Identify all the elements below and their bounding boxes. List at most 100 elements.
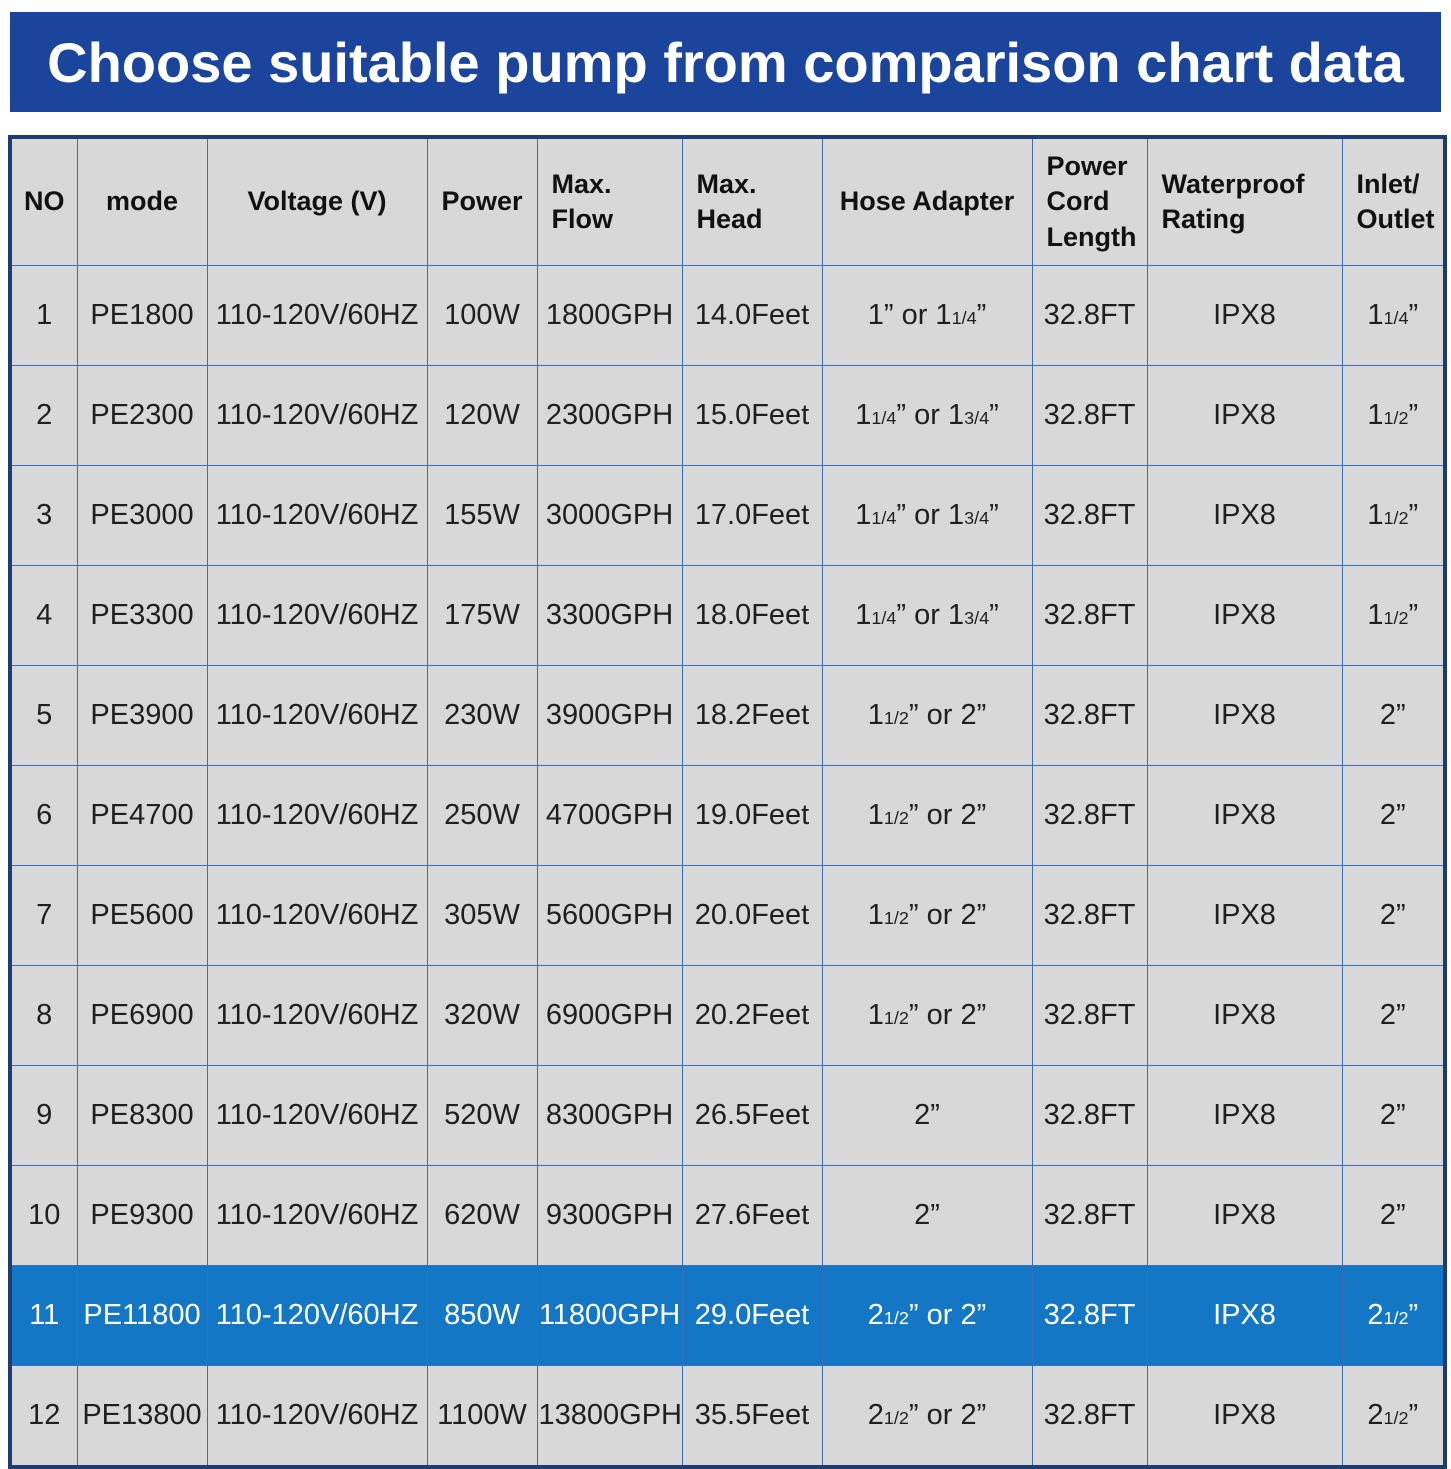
cell-hose_adapter: 2” (821, 1165, 1033, 1266)
cell-inlet_outlet: 11/2” (1341, 465, 1446, 566)
column-header-max_head: Max. Head (681, 136, 823, 266)
cell-power: 1100W (426, 1365, 538, 1468)
cell-no: 6 (9, 765, 78, 866)
inch-fraction: 1/2 (883, 708, 909, 728)
cell-max_head: 14.0Feet (681, 265, 823, 366)
table-row-3: 3 PE3000 110-120V/60HZ 155W 3000GPH 17.0Feet 1… (9, 465, 1446, 566)
cell-mode: PE1800 (76, 265, 208, 366)
cell-max_head: 29.0Feet (681, 1265, 823, 1366)
cell-max_head: 17.0Feet (681, 465, 823, 566)
cell-inlet_outlet: 2” (1341, 865, 1446, 966)
cell-waterproof: IPX8 (1146, 1165, 1343, 1266)
comparison-table-wrap: NO mode Voltage (V) Power Max. Flow Max. Head… (8, 135, 1447, 1469)
inch-fraction: 1/2 (883, 1308, 909, 1328)
cell-max_flow: 3900GPH (536, 665, 683, 766)
cell-no: 10 (9, 1165, 78, 1266)
banner: Choose suitable pump from comparison cha… (10, 12, 1441, 112)
cell-mode: PE13800 (76, 1365, 208, 1468)
cell-voltage: 110-120V/60HZ (206, 1365, 428, 1468)
cell-no: 1 (9, 265, 78, 366)
inch-fraction: 3/4 (964, 508, 990, 528)
inch-fraction: 1/2 (883, 808, 909, 828)
inch-fraction: 1/4 (871, 508, 897, 528)
column-header-voltage: Voltage (V) (206, 136, 428, 266)
column-header-no: NO (9, 136, 78, 266)
inch-fraction: 1/2 (883, 1408, 909, 1428)
cell-hose_adapter: 21/2” or 2” (821, 1365, 1033, 1468)
cell-no: 12 (9, 1365, 78, 1468)
cell-mode: PE4700 (76, 765, 208, 866)
cell-mode: PE9300 (76, 1165, 208, 1266)
cell-power: 305W (426, 865, 538, 966)
cell-max_head: 19.0Feet (681, 765, 823, 866)
cell-max_flow: 4700GPH (536, 765, 683, 866)
cell-power: 230W (426, 665, 538, 766)
cell-max_head: 20.0Feet (681, 865, 823, 966)
column-header-mode: mode (76, 136, 208, 266)
cell-cord_length: 32.8FT (1031, 1265, 1148, 1366)
cell-no: 8 (9, 965, 78, 1066)
table-row-12: 12 PE13800 110-120V/60HZ 1100W 13800GPH 35.5F… (9, 1365, 1446, 1468)
table-row-10: 10 PE9300 110-120V/60HZ 620W 9300GPH 27.6Feet… (9, 1165, 1446, 1266)
page-title: Choose suitable pump from comparison cha… (47, 30, 1404, 94)
cell-max_head: 18.0Feet (681, 565, 823, 666)
cell-inlet_outlet: 21/2” (1341, 1265, 1446, 1366)
cell-waterproof: IPX8 (1146, 265, 1343, 366)
column-header-inlet_outlet: Inlet/ Outlet (1341, 136, 1446, 266)
cell-max_flow: 5600GPH (536, 865, 683, 966)
cell-hose_adapter: 11/4” or 13/4” (821, 365, 1033, 466)
cell-cord_length: 32.8FT (1031, 565, 1148, 666)
table-row-11: 11 PE11800 110-120V/60HZ 850W 11800GPH 29.0Fe… (9, 1265, 1446, 1366)
cell-waterproof: IPX8 (1146, 365, 1343, 466)
inch-fraction: 1/4 (1383, 308, 1409, 328)
cell-no: 4 (9, 565, 78, 666)
inch-fraction: 1/2 (1383, 1308, 1409, 1328)
cell-voltage: 110-120V/60HZ (206, 265, 428, 366)
cell-max_flow: 13800GPH (536, 1365, 683, 1468)
cell-max_flow: 9300GPH (536, 1165, 683, 1266)
cell-mode: PE3900 (76, 665, 208, 766)
inch-fraction: 1/2 (883, 1008, 909, 1028)
cell-inlet_outlet: 2” (1341, 765, 1446, 866)
inch-fraction: 1/2 (883, 908, 909, 928)
table-row-2: 2 PE2300 110-120V/60HZ 120W 2300GPH 15.0Feet 1… (9, 365, 1446, 466)
cell-mode: PE11800 (76, 1265, 208, 1366)
cell-hose_adapter: 11/4” or 13/4” (821, 465, 1033, 566)
cell-no: 5 (9, 665, 78, 766)
cell-inlet_outlet: 11/4” (1341, 265, 1446, 366)
cell-inlet_outlet: 21/2” (1341, 1365, 1446, 1468)
column-header-cord_length: Power Cord Length (1031, 136, 1148, 266)
cell-max_head: 35.5Feet (681, 1365, 823, 1468)
page: Choose suitable pump from comparison cha… (0, 12, 1451, 1469)
cell-inlet_outlet: 11/2” (1341, 365, 1446, 466)
cell-power: 100W (426, 265, 538, 366)
cell-cord_length: 32.8FT (1031, 1065, 1148, 1166)
cell-voltage: 110-120V/60HZ (206, 765, 428, 866)
cell-power: 620W (426, 1165, 538, 1266)
cell-max_flow: 3300GPH (536, 565, 683, 666)
cell-hose_adapter: 21/2” or 2” (821, 1265, 1033, 1366)
cell-inlet_outlet: 2” (1341, 665, 1446, 766)
inch-fraction: 1/4 (871, 608, 897, 628)
cell-inlet_outlet: 2” (1341, 1065, 1446, 1166)
inch-fraction: 3/4 (964, 408, 990, 428)
cell-hose_adapter: 2” (821, 1065, 1033, 1166)
column-header-hose_adapter: Hose Adapter (821, 136, 1033, 266)
cell-mode: PE6900 (76, 965, 208, 1066)
cell-voltage: 110-120V/60HZ (206, 665, 428, 766)
cell-cord_length: 32.8FT (1031, 265, 1148, 366)
cell-no: 11 (9, 1265, 78, 1366)
inch-fraction: 1/4 (951, 308, 977, 328)
cell-cord_length: 32.8FT (1031, 765, 1148, 866)
cell-waterproof: IPX8 (1146, 665, 1343, 766)
cell-hose_adapter: 1” or 11/4” (821, 265, 1033, 366)
cell-max_head: 18.2Feet (681, 665, 823, 766)
cell-voltage: 110-120V/60HZ (206, 965, 428, 1066)
cell-cord_length: 32.8FT (1031, 1365, 1148, 1468)
table-header-row: NO mode Voltage (V) Power Max. Flow Max. Head… (9, 136, 1446, 266)
inch-fraction: 1/2 (1383, 508, 1409, 528)
cell-waterproof: IPX8 (1146, 565, 1343, 666)
table-row-7: 7 PE5600 110-120V/60HZ 305W 5600GPH 20.0Feet 1… (9, 865, 1446, 966)
cell-no: 2 (9, 365, 78, 466)
cell-waterproof: IPX8 (1146, 1365, 1343, 1468)
